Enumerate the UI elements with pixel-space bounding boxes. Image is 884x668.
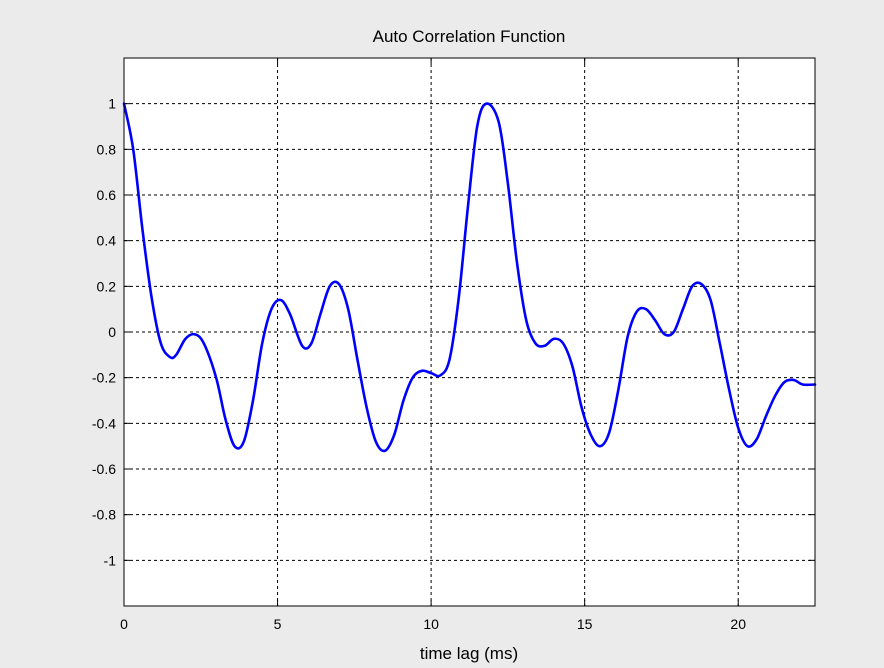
chart-title: Auto Correlation Function (373, 27, 566, 46)
y-tick-label: 0 (108, 324, 116, 340)
x-tick-label: 15 (577, 616, 593, 632)
y-tick-label: 0.4 (97, 233, 117, 249)
y-tick-label: -0.6 (92, 461, 116, 477)
y-tick-label: -0.4 (92, 415, 116, 431)
grid-layer (124, 58, 815, 606)
y-tick-label: 1 (108, 96, 116, 112)
series-layer (122, 102, 817, 453)
y-tick-label: 0.2 (97, 278, 117, 294)
y-tick-label: -0.2 (92, 370, 116, 386)
plot-frame (123, 57, 816, 607)
x-tick-label: 10 (423, 616, 439, 632)
acf-series-line (122, 102, 817, 453)
x-tick-label: 0 (120, 616, 128, 632)
y-tick-label: -0.8 (92, 507, 116, 523)
x-tick-label: 20 (730, 616, 746, 632)
tick-label-layer: 0 5 10 15 20 -1 -0.8 -0.6 -0.4 -0.2 0 0.2 0.4 0.6 0.8 1 (92, 96, 746, 632)
y-tick-label: 0.6 (97, 187, 117, 203)
y-tick-label: -1 (104, 552, 117, 568)
y-tick-label: 0.8 (97, 141, 117, 157)
x-tick-label: 5 (274, 616, 282, 632)
x-axis-label: time lag (ms) (420, 644, 518, 663)
